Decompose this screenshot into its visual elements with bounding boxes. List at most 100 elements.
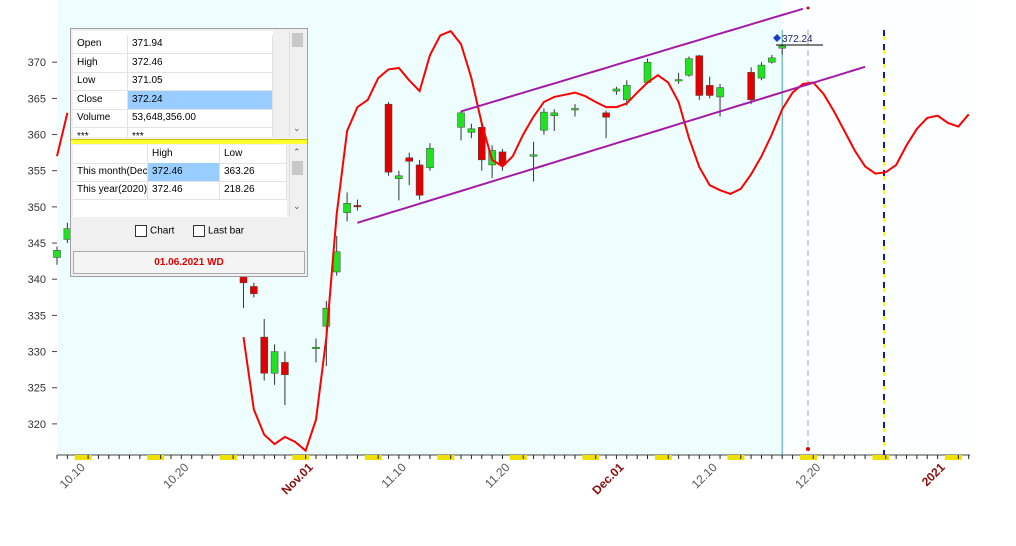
checkbox[interactable]: Last bar xyxy=(193,225,244,237)
candle-body xyxy=(478,127,486,161)
y-tick-label: 345 xyxy=(28,238,46,250)
period-row: This month(Dec) 372.46 363.26 xyxy=(73,163,287,182)
header-cell: Low xyxy=(220,145,287,163)
today-marker xyxy=(806,6,810,10)
candle-body xyxy=(540,111,548,131)
candle-body xyxy=(571,108,579,111)
period-low: 218.26 xyxy=(220,181,287,199)
quote-row: Volume 53,648,356.00 xyxy=(73,109,273,128)
checkbox-label: Chart xyxy=(150,225,175,237)
quote-value: 371.05 xyxy=(128,72,273,90)
candle-body xyxy=(778,45,786,49)
quote-row: Low 371.05 xyxy=(73,72,273,91)
marks xyxy=(53,7,970,453)
period-label: This month(Dec) xyxy=(73,163,148,181)
scrollbar[interactable]: ⌄ xyxy=(289,31,305,137)
quote-value: *** xyxy=(128,127,273,137)
price-marker xyxy=(773,34,781,42)
x-tick-label: 10.10 xyxy=(57,460,88,491)
period-label: This year(2020) xyxy=(73,181,148,199)
weekend-block xyxy=(364,455,382,460)
quote-label: Volume xyxy=(73,109,128,127)
candle-body xyxy=(250,286,258,294)
x-tick-label: 12.20 xyxy=(792,460,823,491)
candle-body xyxy=(716,87,724,98)
quote-value: 372.46 xyxy=(128,53,273,72)
x-tick-label: 2021 xyxy=(919,460,948,489)
quote-row: *** *** xyxy=(73,127,273,137)
data-window: Open 371.94 High 372.46 Low 371.05 Close 372.24… xyxy=(70,28,308,277)
y-tick-label: 360 xyxy=(28,130,46,142)
scrollbar[interactable]: ⌃ ⌄ xyxy=(289,145,305,217)
candle-body xyxy=(602,112,610,118)
quote-label: Open xyxy=(73,35,128,53)
weekend-block xyxy=(654,455,672,460)
x-tick-label: Dec.01 xyxy=(589,460,626,497)
channel-line xyxy=(460,7,804,113)
checkbox[interactable]: Chart xyxy=(135,225,174,237)
candle-body xyxy=(529,154,538,157)
period-high: 372.46 xyxy=(148,181,220,199)
period-table: High Low This month(Dec) 372.46 363.26 This… xyxy=(73,145,287,217)
period-high: 372.46 xyxy=(148,163,220,181)
candle-body xyxy=(53,250,61,258)
candle-body xyxy=(395,175,403,179)
candle-body xyxy=(550,112,559,116)
y-tick-label: 350 xyxy=(28,202,46,214)
quote-table: Open 371.94 High 372.46 Low 371.05 Close 372.24… xyxy=(73,31,273,137)
quote-value: 371.94 xyxy=(128,35,273,53)
candle-body xyxy=(643,61,652,83)
candle-body xyxy=(705,85,714,96)
period-low: 363.26 xyxy=(220,163,287,181)
quote-label: Low xyxy=(73,72,128,90)
candle-body xyxy=(415,164,424,196)
candle-body xyxy=(695,55,704,96)
weekend-block xyxy=(872,455,890,460)
x-tick-label: 11.20 xyxy=(482,460,513,491)
candle-body xyxy=(623,85,631,101)
cell xyxy=(73,145,148,163)
candle-body xyxy=(612,88,621,92)
y-tick-label: 320 xyxy=(28,419,46,431)
weekend-block xyxy=(292,455,310,460)
x-tick-label: 10.20 xyxy=(160,460,191,491)
candle-body xyxy=(457,112,465,128)
status-footer: 01.06.2021 WD xyxy=(73,251,305,274)
separator xyxy=(71,139,307,144)
weekend-block xyxy=(944,455,962,460)
quote-row: High 372.46 xyxy=(73,53,273,73)
quote-label: *** xyxy=(73,127,128,137)
weekend-block xyxy=(437,455,455,460)
quote-label: High xyxy=(73,53,128,72)
candle-body xyxy=(384,103,393,173)
weekend-block xyxy=(727,455,745,460)
channel-line xyxy=(357,65,866,224)
weekend-block xyxy=(74,455,92,460)
candle-body xyxy=(353,205,362,208)
period-header: High Low xyxy=(73,145,287,164)
candle-body xyxy=(270,351,279,374)
candle-body xyxy=(312,346,320,349)
y-tick-label: 355 xyxy=(28,166,46,178)
weekend-block xyxy=(219,455,237,460)
candle-body xyxy=(498,151,507,166)
quote-row: Open 371.94 xyxy=(73,35,273,54)
y-tick-label: 335 xyxy=(28,310,46,322)
y-tick-label: 325 xyxy=(28,383,46,395)
candle-body xyxy=(768,57,776,63)
candle-body xyxy=(685,58,693,76)
candle-body xyxy=(405,157,413,162)
x-tick-label: 12.10 xyxy=(689,460,720,491)
candle-body xyxy=(426,148,434,169)
today-marker xyxy=(806,447,810,451)
weekend-block xyxy=(799,455,817,460)
y-tick-label: 370 xyxy=(28,57,46,69)
candle-body xyxy=(260,336,268,374)
x-tick-label: 11.10 xyxy=(378,460,409,491)
quote-value: 53,648,356.00 xyxy=(128,109,273,127)
quote-label: Close xyxy=(73,90,128,109)
y-tick-label: 330 xyxy=(28,347,46,359)
future-background xyxy=(782,0,970,455)
cycle-line xyxy=(56,29,970,453)
